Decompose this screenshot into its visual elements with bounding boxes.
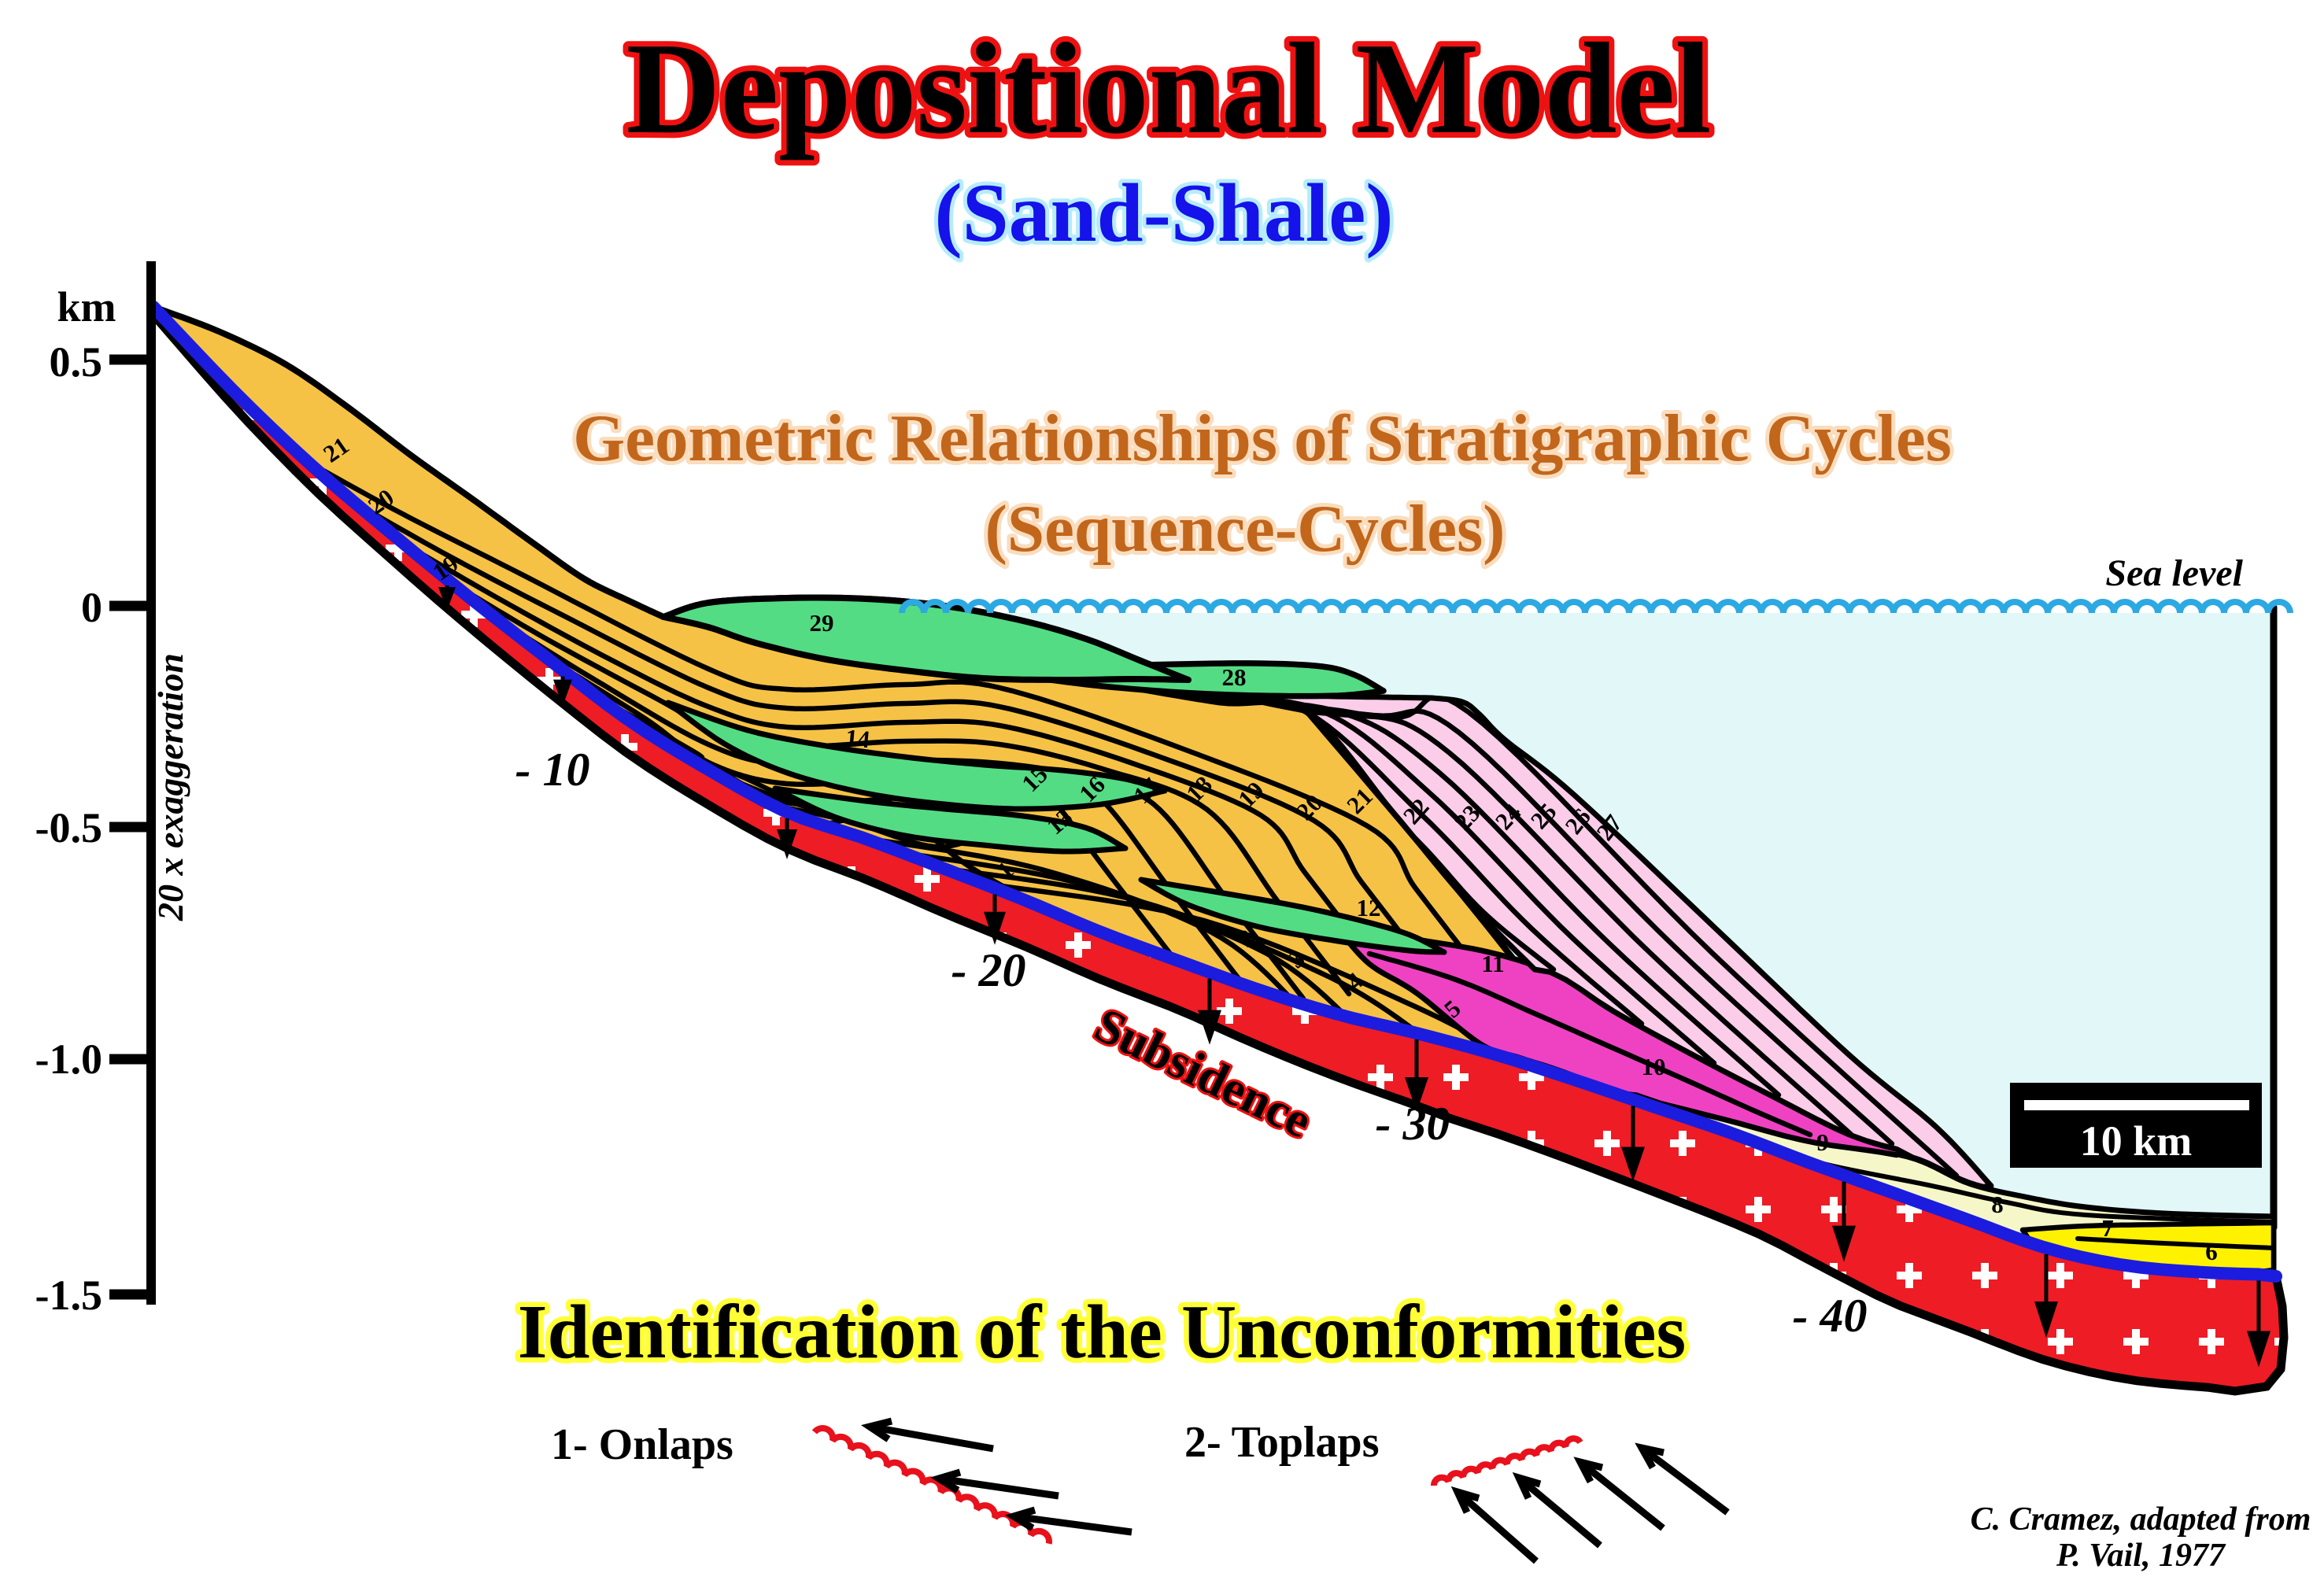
svg-text:1- Onlaps: 1- Onlaps <box>551 1420 733 1469</box>
svg-text:10: 10 <box>1642 1053 1666 1080</box>
svg-text:10 km: 10 km <box>2080 1117 2193 1165</box>
svg-text:6: 6 <box>2205 1238 2218 1265</box>
svg-text:7: 7 <box>2101 1214 2114 1242</box>
svg-text:0.5: 0.5 <box>50 338 103 386</box>
svg-text:- 10: - 10 <box>515 744 590 796</box>
svg-text:-1.5: -1.5 <box>35 1272 102 1319</box>
svg-text:- 40: - 40 <box>1793 1290 1868 1342</box>
svg-text:P. Vail, 1977: P. Vail, 1977 <box>2056 1538 2226 1574</box>
svg-text:11: 11 <box>1481 950 1504 977</box>
svg-text:0: 0 <box>81 584 102 631</box>
svg-text:Sea level: Sea level <box>2105 552 2243 594</box>
svg-text:Depositional Model: Depositional Model <box>626 16 1712 161</box>
svg-text:28: 28 <box>1222 663 1247 691</box>
svg-text:km: km <box>57 283 116 330</box>
svg-text:Geometric Relationships of Str: Geometric Relationships of Stratigraphic… <box>573 401 1952 475</box>
svg-text:20 x exaggeration: 20 x exaggeration <box>150 653 190 921</box>
svg-text:14: 14 <box>844 724 871 754</box>
svg-text:(Sand-Shale): (Sand-Shale) <box>934 167 1393 259</box>
svg-text:-0.5: -0.5 <box>35 804 102 851</box>
svg-text:C. Cramez, adapted from: C. Cramez, adapted from <box>1971 1501 2311 1538</box>
svg-text:8: 8 <box>1991 1191 2004 1218</box>
svg-text:- 30: - 30 <box>1376 1098 1450 1150</box>
svg-text:29: 29 <box>810 609 834 637</box>
svg-text:9: 9 <box>1816 1128 1829 1156</box>
svg-text:- 20: - 20 <box>951 944 1026 996</box>
svg-text:-1.0: -1.0 <box>35 1036 102 1083</box>
svg-text:2- Toplaps: 2- Toplaps <box>1184 1418 1380 1467</box>
svg-text:Identification of the Unconfor: Identification of the Unconformities <box>518 1290 1686 1374</box>
svg-text:12: 12 <box>1357 894 1381 921</box>
svg-text:(Sequence-Cycles): (Sequence-Cycles) <box>985 492 1506 566</box>
